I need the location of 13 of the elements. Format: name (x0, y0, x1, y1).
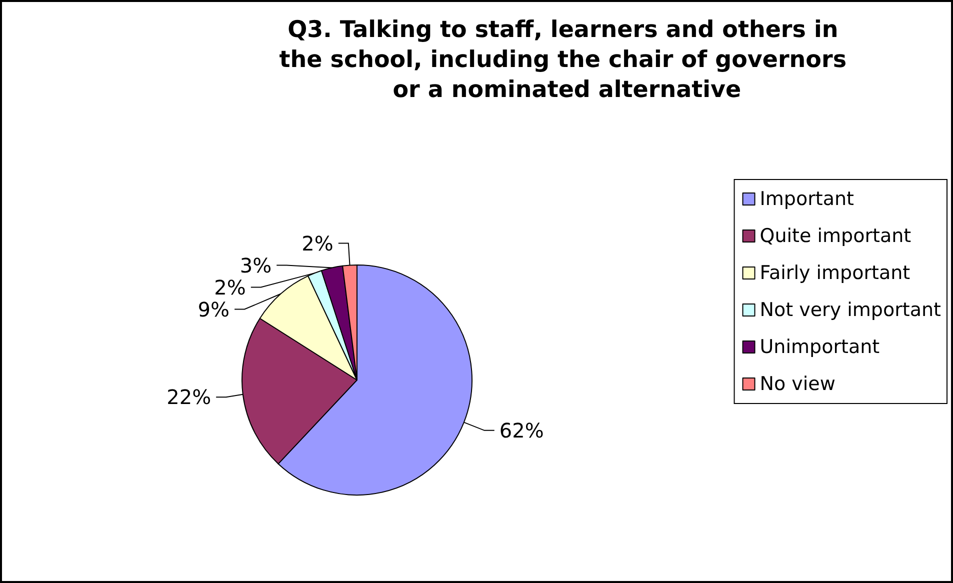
data-label: 62% (499, 418, 544, 442)
legend-label: No view (760, 373, 836, 395)
chart-title: Q3. Talking to staff, learners and others in the school, including the chair of governors or a nominated alternative (279, 17, 855, 103)
legend-label: Unimportant (760, 336, 880, 358)
data-label: 2% (302, 231, 334, 256)
legend-label: Quite important (760, 225, 912, 247)
data-label: 2% (214, 275, 246, 300)
data-label: 22% (166, 385, 212, 410)
data-label: 9% (198, 297, 230, 322)
legend-label: Not very important (760, 299, 942, 321)
legend-label: Fairly important (760, 262, 910, 284)
data-label: 3% (240, 253, 272, 278)
legend-label: Important (760, 188, 854, 210)
